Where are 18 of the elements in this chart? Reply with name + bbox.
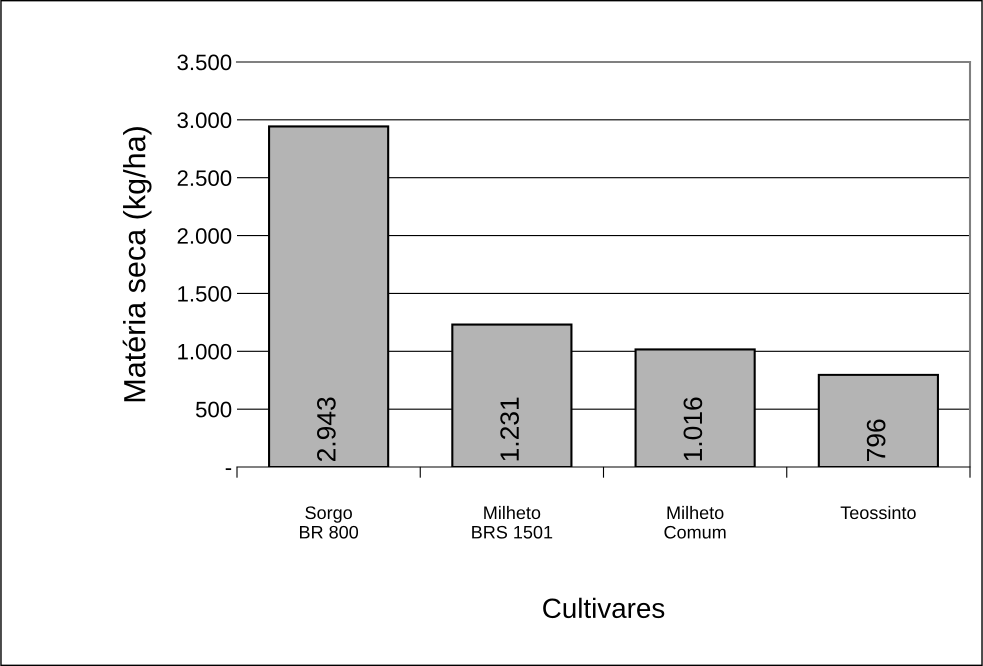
y-tick-label: 3.500 — [177, 54, 232, 70]
x-axis-title: Cultivares — [543, 598, 664, 618]
x-tick-label: Milheto Comum — [664, 506, 726, 539]
data-label: 1.231 — [500, 398, 519, 460]
y-tick-label: 3.000 — [177, 112, 232, 128]
y-tick-label: 1.500 — [178, 286, 232, 302]
x-tick-label: Sorgo BR 800 — [300, 506, 358, 539]
y-tick-label: 2.500 — [178, 170, 232, 186]
y-tick-label: - — [226, 468, 232, 470]
y-tick-label: 2.000 — [178, 228, 232, 244]
y-tick-label: 1.000 — [178, 344, 232, 360]
y-tick-label: 500 — [196, 402, 232, 418]
data-label: 1.016 — [684, 397, 702, 460]
x-tick-label: Teossinto — [840, 506, 916, 520]
data-label: 796 — [866, 420, 886, 462]
y-axis-title: Matéria seca (kg/ha) — [122, 127, 152, 402]
x-tick-label: Milheto BRS 1501 — [472, 506, 552, 539]
data-label: 2.943 — [317, 397, 336, 462]
